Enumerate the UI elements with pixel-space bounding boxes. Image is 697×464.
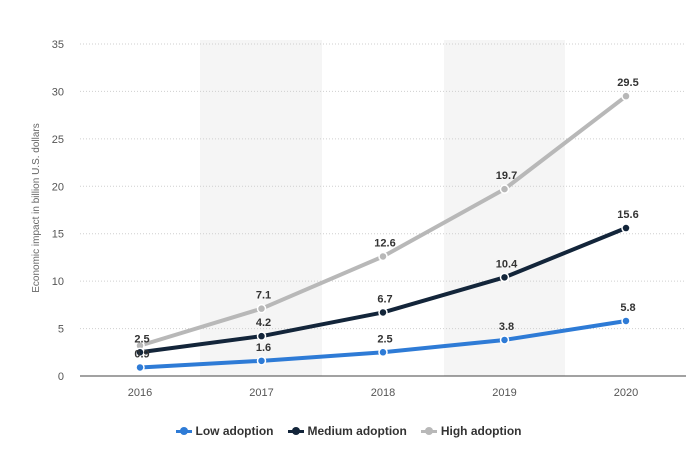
data-label: 3.8 [499,321,514,333]
data-label: 12.6 [374,237,395,249]
y-tick-label: 20 [52,181,64,193]
x-tick-label: 2020 [614,387,638,399]
legend-item[interactable]: Medium adoption [287,424,407,438]
data-label: 10.4 [496,258,518,270]
y-axis-label: Economic impact in billion U.S. dollars [31,123,42,293]
data-label: 2.5 [377,333,392,345]
data-point[interactable] [135,362,145,373]
series-group [135,91,631,373]
legend-swatch-icon [287,426,304,435]
y-tick-label: 15 [52,229,64,241]
gridlines [80,43,686,377]
legend-swatch-icon [420,426,437,435]
y-tick-label: 0 [58,371,64,383]
data-point[interactable] [378,347,388,358]
y-tick-label: 25 [52,134,64,146]
legend-item[interactable]: Low adoption [175,424,274,438]
y-tick-label: 35 [52,39,64,51]
legend: Low adoption Medium adoption High adoption [0,424,697,438]
data-point[interactable] [499,272,510,283]
data-point[interactable] [621,91,631,101]
data-labels: 0.9 1.6 2.5 3.8 5.8 2.5 4.2 6.7 10.4 15.6 7.1 12.6 1… [134,77,638,360]
data-point[interactable] [135,347,145,358]
y-tick-label: 10 [52,276,64,288]
data-point[interactable] [621,223,631,233]
data-label: 5.8 [620,302,635,314]
data-label: 15.6 [617,209,638,221]
data-point[interactable] [621,316,631,326]
data-point[interactable] [256,356,267,366]
data-point[interactable] [378,307,388,318]
x-tick-label: 2018 [371,387,395,399]
data-point[interactable] [378,251,388,262]
data-label: 7.1 [256,290,271,302]
legend-item[interactable]: High adoption [420,424,522,438]
legend-label: High adoption [440,424,522,438]
y-tick-label: 30 [52,86,64,98]
data-label: 6.7 [377,293,392,305]
data-point[interactable] [499,184,510,194]
legend-label: Low adoption [195,424,274,438]
plot-band-2019 [444,40,565,376]
data-label: 29.5 [617,77,638,89]
data-label: 4.2 [256,317,271,329]
x-tick-label: 2016 [128,387,152,399]
data-point[interactable] [499,335,510,345]
x-tick-label: 2017 [249,387,273,399]
line-chart: 0 5 10 15 20 25 30 35 2016 2017 2018 2019 2020 Econ… [31,39,686,399]
data-label: 2.5 [134,333,149,345]
legend-swatch-icon [175,426,192,435]
data-point[interactable] [256,303,267,314]
y-tick-label: 5 [58,324,64,336]
legend-label: Medium adoption [307,424,407,438]
data-label: 1.6 [256,342,271,354]
x-axis-ticks: 2016 2017 2018 2019 2020 [128,387,638,399]
data-label: 0.9 [134,348,149,360]
y-axis-ticks: 0 5 10 15 20 25 30 35 [52,39,64,383]
data-label: 19.7 [496,170,517,182]
x-tick-label: 2019 [492,387,516,399]
data-point[interactable] [256,331,267,341]
